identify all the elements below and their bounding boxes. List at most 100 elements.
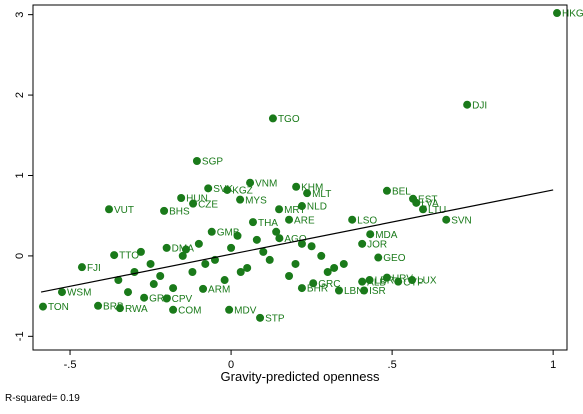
point [236,267,245,276]
point-label: MDA [375,230,398,241]
point [225,305,234,314]
point-label: GEO [383,253,405,264]
point-label: MLT [312,189,331,200]
point-label: LUX [417,276,437,287]
point-label: BHS [169,207,190,218]
point [374,253,383,262]
point-label: EST [418,194,437,205]
point-label: TON [48,302,69,313]
point [259,247,268,256]
point [160,206,169,215]
point [77,263,86,272]
point [227,243,236,252]
point [463,100,472,109]
point-label: HUN [186,194,208,205]
point-label: SGP [202,157,223,168]
fit-line [40,189,554,293]
point-label: ARE [294,215,315,226]
point-label: SVN [451,215,472,226]
point [366,230,375,239]
y-tick-label: 2 [14,92,26,98]
point [115,304,124,313]
point [292,182,301,191]
point [124,288,133,297]
point [297,239,306,248]
point-label: FJI [87,263,101,274]
point [146,259,155,268]
point [252,235,261,244]
point-label: LVA [421,198,439,209]
point [169,284,178,293]
point [220,276,229,285]
point-label: KHM [301,182,323,193]
point [162,294,171,303]
y-tick-label: 1 [14,172,26,178]
point [105,205,114,214]
point [412,198,421,207]
point [330,263,339,272]
point-label: DJI [472,100,487,111]
point-label: GMB [217,227,240,238]
point [553,9,562,18]
point-label: TGO [278,114,300,125]
point [188,267,197,276]
point [285,215,294,224]
point [442,215,451,224]
point [365,276,374,285]
point [265,255,274,264]
point-label: WSM [67,288,91,299]
point-label: ARM [208,285,230,296]
point [246,178,255,187]
point [297,284,306,293]
x-tick-label: 0 [228,359,234,371]
point [339,259,348,268]
point [360,286,369,295]
point-label: CPV [172,294,193,305]
point-label: GRD [149,293,171,304]
point [358,277,367,286]
point [248,218,257,227]
point [303,189,312,198]
point [207,227,216,236]
point [382,186,391,195]
plot-frame [32,4,568,351]
point-label: BHR [307,284,328,295]
point [181,245,190,254]
point [233,231,242,240]
point [194,239,203,248]
point [192,157,201,166]
point-label: BRB [103,301,124,312]
point-label: HKG [562,9,583,20]
point-label: VNM [255,178,277,189]
point-label: GRC [318,279,340,290]
r-squared-note: R-squared= 0.19 [5,393,80,404]
point [317,251,326,260]
point-label: ISR [369,286,386,297]
point [272,227,281,236]
point [334,286,343,295]
point-label: TTO [119,251,139,262]
point-label: HRV [392,273,413,284]
point [169,305,178,314]
point-label: LTU [428,205,446,216]
point [309,279,318,288]
point-label: LBN [344,286,363,297]
point-label: MRT [284,205,305,216]
point [57,288,66,297]
point-label: COM [178,305,201,316]
point [189,199,198,208]
point [38,302,47,311]
point-label: LBR [375,276,394,287]
x-tick-label: -.5 [64,359,77,371]
point [136,247,145,256]
point-label: RWA [125,304,148,315]
y-tick-label: -1 [14,331,26,341]
point [236,195,245,204]
point-label: ALB [367,277,386,288]
point [323,267,332,276]
point-label: THA [258,218,278,229]
point [94,301,103,310]
point [275,205,284,214]
point [307,242,316,251]
y-tick-label: 3 [14,12,26,18]
